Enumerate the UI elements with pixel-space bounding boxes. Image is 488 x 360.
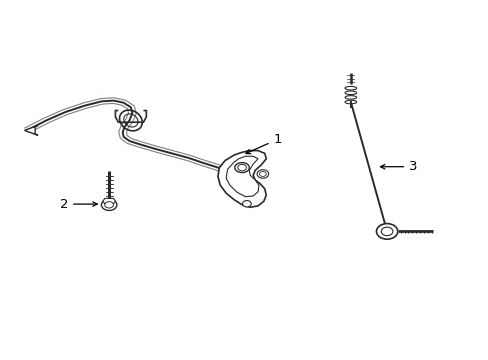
Circle shape — [242, 201, 251, 207]
Text: 3: 3 — [380, 160, 417, 173]
Circle shape — [381, 227, 392, 236]
Polygon shape — [102, 198, 115, 204]
Text: 2: 2 — [60, 198, 97, 211]
Polygon shape — [218, 150, 265, 207]
Polygon shape — [225, 156, 259, 197]
Circle shape — [104, 202, 113, 208]
Circle shape — [259, 171, 265, 176]
Circle shape — [257, 170, 268, 178]
Circle shape — [376, 224, 397, 239]
Polygon shape — [24, 125, 38, 135]
Circle shape — [101, 199, 117, 211]
Text: 1: 1 — [245, 133, 282, 154]
